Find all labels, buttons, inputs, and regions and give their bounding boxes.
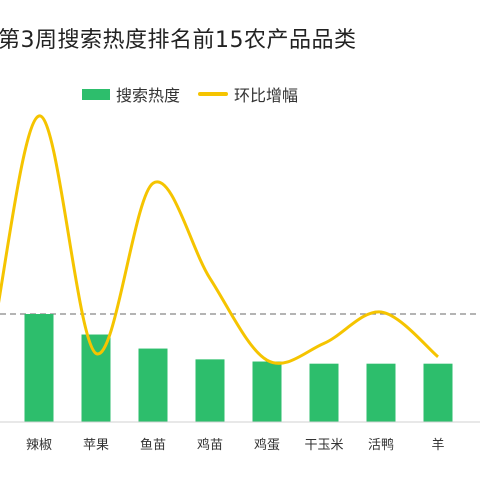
legend-line-swatch — [198, 92, 229, 96]
x-label-鸡苗: 鸡苗 — [197, 437, 223, 453]
bar-活鸭[interactable] — [366, 363, 396, 422]
x-axis-labels: 活牛辣椒苹果鱼苗鸡苗鸡蛋干玉米活鸭羊 — [26, 437, 445, 453]
bar-鸡苗[interactable] — [195, 359, 225, 422]
line-series — [0, 114, 439, 365]
bar-series — [24, 314, 453, 422]
bar-羊[interactable] — [423, 363, 453, 422]
bar-辣椒[interactable] — [24, 314, 54, 422]
x-label-羊: 羊 — [431, 437, 444, 453]
legend-item-bar[interactable]: 搜索热度 — [82, 82, 180, 106]
bar-苹果[interactable] — [81, 334, 111, 422]
bar-鸡蛋[interactable] — [252, 361, 282, 422]
x-label-干玉米: 干玉米 — [304, 438, 343, 453]
x-label-鱼苗: 鱼苗 — [140, 437, 166, 453]
legend-line-label: 环比增幅 — [234, 86, 299, 105]
x-label-鸡蛋: 鸡蛋 — [254, 437, 280, 453]
chart-title: 第3周搜索热度排名前15农产品品类 — [0, 28, 357, 53]
legend-item-line[interactable]: 环比增幅 — [198, 82, 298, 106]
legend: 搜索热度 环比增幅 — [82, 82, 316, 106]
legend-bar-swatch — [82, 88, 110, 100]
x-label-活鸭: 活鸭 — [368, 438, 394, 453]
bar-干玉米[interactable] — [309, 363, 339, 422]
bar-鱼苗[interactable] — [138, 348, 168, 422]
x-label-苹果: 苹果 — [83, 438, 109, 453]
x-label-辣椒: 辣椒 — [26, 438, 52, 453]
legend-bar-label: 搜索热度 — [116, 86, 181, 105]
